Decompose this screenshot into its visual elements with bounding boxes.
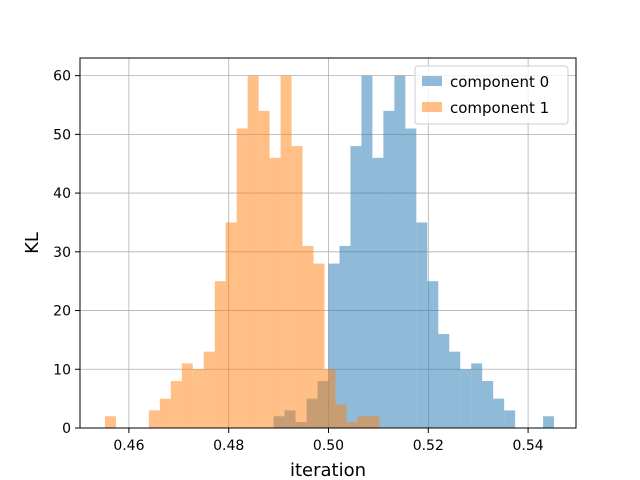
legend-swatch xyxy=(422,102,442,112)
histogram-bar xyxy=(203,351,215,428)
x-tick-label: 0.52 xyxy=(413,438,444,454)
histogram-bar xyxy=(416,222,428,428)
histogram-bar xyxy=(247,75,259,428)
x-tick-label: 0.46 xyxy=(113,438,144,454)
histogram-bar xyxy=(357,416,369,428)
histogram-bar xyxy=(493,398,505,428)
histogram-bar xyxy=(372,157,384,429)
legend-label: component 0 xyxy=(450,73,549,91)
histogram-bar xyxy=(471,363,483,428)
x-tick-label: 0.50 xyxy=(313,438,344,454)
histogram-bar xyxy=(482,381,494,428)
legend-box xyxy=(414,65,569,125)
legend-label: component 1 xyxy=(450,99,549,117)
histogram-bar xyxy=(258,110,270,428)
x-axis-title: iteration xyxy=(290,460,366,480)
y-tick-label: 60 xyxy=(53,69,71,85)
histogram-bar xyxy=(236,128,248,428)
histogram-bar xyxy=(394,75,406,428)
histogram-bar xyxy=(383,110,395,428)
y-tick-label: 50 xyxy=(53,127,71,143)
x-tick-label: 0.54 xyxy=(513,438,544,454)
y-tick-label: 10 xyxy=(53,362,71,378)
y-tick-label: 30 xyxy=(53,245,71,261)
axis-ticks: 0.46 0.48 0.50 0.52 0.54 0 10 20 30 40 50 60 xyxy=(53,69,544,454)
histogram-bar xyxy=(339,245,351,428)
histogram-bar xyxy=(214,281,226,428)
histogram-bar xyxy=(181,363,193,428)
histogram-bar xyxy=(335,404,347,428)
y-tick-label: 40 xyxy=(53,186,71,202)
histogram-bar xyxy=(405,128,417,428)
y-axis-title: KL xyxy=(22,232,43,254)
histogram-bar xyxy=(504,410,516,428)
legend: component 0 component 1 xyxy=(414,65,569,125)
histogram-bars xyxy=(104,75,555,429)
series-1-bars xyxy=(104,75,380,429)
histogram-bar xyxy=(427,281,439,428)
histogram-bar xyxy=(350,146,362,428)
histogram-bar xyxy=(313,263,325,428)
x-tick-label: 0.48 xyxy=(213,438,244,454)
y-tick-label: 0 xyxy=(62,421,71,437)
histogram-bar xyxy=(104,416,116,428)
histogram-bar xyxy=(192,369,204,428)
histogram-bar xyxy=(291,146,303,428)
histogram-bar xyxy=(148,410,160,428)
histogram-bar xyxy=(328,263,340,428)
histogram-bar xyxy=(324,369,336,428)
histogram-bar xyxy=(159,398,171,428)
histogram-bar xyxy=(543,416,555,428)
histogram-bar xyxy=(449,351,461,428)
histogram-bar xyxy=(361,75,373,428)
histogram-bar xyxy=(302,245,314,428)
histogram-bar xyxy=(269,157,281,429)
histogram-bar xyxy=(460,369,472,428)
histogram-bar xyxy=(170,381,182,428)
histogram-bar xyxy=(225,222,237,428)
y-tick-label: 20 xyxy=(53,304,71,320)
legend-swatch xyxy=(422,76,442,86)
histogram-bar xyxy=(346,422,358,428)
histogram-bar xyxy=(280,75,292,428)
histogram-bar xyxy=(438,334,450,428)
histogram-bar xyxy=(368,416,380,428)
